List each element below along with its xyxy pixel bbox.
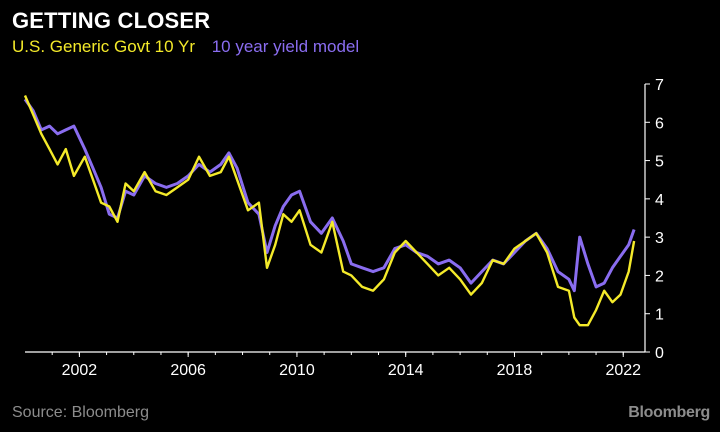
- series-layer: [23, 95, 636, 327]
- y-tick-label-7: 7: [655, 77, 664, 94]
- series-line-model: [23, 98, 636, 293]
- chart-title: GETTING CLOSER: [12, 8, 211, 33]
- x-tick-label-2018: 2018: [497, 362, 533, 379]
- y-ticks: 0 1 2 3 4 5 6 7: [645, 77, 664, 362]
- brand-logo: Bloomberg: [628, 404, 710, 421]
- y-tick-label-1: 1: [655, 307, 664, 324]
- legend: U.S. Generic Govt 10 Yr 10 year yield mo…: [12, 37, 371, 57]
- x-tick-label-2002: 2002: [62, 362, 98, 379]
- series-line-yield: [23, 95, 636, 327]
- y-tick-label-3: 3: [655, 230, 664, 247]
- y-tick-label-0: 0: [655, 345, 664, 362]
- y-tick-label-5: 5: [655, 154, 664, 171]
- x-tick-label-2010: 2010: [279, 362, 315, 379]
- legend-item-yield: U.S. Generic Govt 10 Yr: [12, 37, 195, 56]
- x-tick-label-2006: 2006: [170, 362, 206, 379]
- y-tick-label-6: 6: [655, 115, 664, 132]
- y-tick-label-4: 4: [655, 192, 664, 209]
- y-tick-label-2: 2: [655, 268, 664, 285]
- legend-item-model: 10 year yield model: [211, 37, 360, 56]
- x-tick-label-2014: 2014: [388, 362, 424, 379]
- x-ticks: 2002 2006 2010 2014 2018 2022: [51, 352, 641, 379]
- source-note: Source: Bloomberg: [12, 404, 149, 421]
- x-tick-label-2022: 2022: [605, 362, 641, 379]
